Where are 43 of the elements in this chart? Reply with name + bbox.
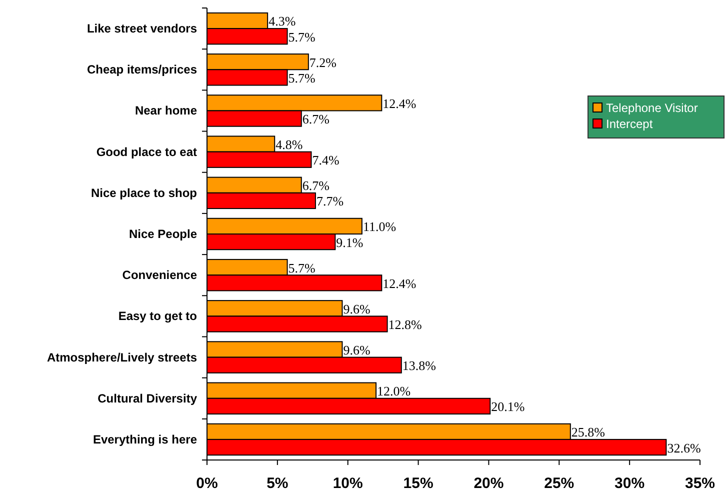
data-label: 6.7% bbox=[302, 178, 330, 194]
x-tick-label: 35% bbox=[684, 475, 716, 492]
data-label: 25.8% bbox=[571, 424, 606, 440]
x-tick-label: 0% bbox=[196, 475, 218, 492]
y-tick-label: Cheap items/prices bbox=[86, 62, 198, 77]
data-label: 5.7% bbox=[288, 70, 316, 86]
y-tick-label: Convenience bbox=[122, 268, 198, 282]
data-label: 7.2% bbox=[309, 54, 337, 70]
y-tick-label: Nice place to shop bbox=[90, 186, 197, 200]
y-tick-label: Good place to eat bbox=[96, 144, 197, 159]
y-tick-label: Cultural Diversity bbox=[98, 391, 198, 406]
legend-label: Intercept bbox=[606, 117, 654, 131]
data-label: 6.7% bbox=[302, 112, 330, 127]
y-tick-label: Like street vendors bbox=[86, 22, 198, 36]
x-tick-label: 20% bbox=[474, 475, 504, 492]
data-label: 7.7% bbox=[316, 194, 344, 209]
data-label: 5.7% bbox=[288, 260, 316, 276]
data-label: 4.8% bbox=[276, 137, 303, 152]
data-label: 11.0% bbox=[362, 219, 396, 234]
y-tick-label: Nice People bbox=[128, 227, 198, 241]
y-tick-label: Everything is here bbox=[92, 432, 198, 446]
data-label: 4.3% bbox=[268, 14, 296, 29]
x-tick-label: 25% bbox=[544, 475, 574, 492]
legend-label: Telephone Visitor bbox=[606, 101, 698, 115]
x-tick-label: 15% bbox=[403, 475, 434, 492]
data-label: 9.6% bbox=[343, 301, 370, 316]
x-tick-label: 5% bbox=[266, 475, 288, 492]
y-tick-label: Near home bbox=[134, 104, 198, 118]
y-tick-label: Atmosphere/Lively streets bbox=[46, 350, 198, 364]
data-label: 12.0% bbox=[377, 384, 411, 399]
data-label: 12.4% bbox=[382, 96, 416, 111]
y-tick-label: Easy to get to bbox=[118, 309, 197, 324]
data-label: 9.1% bbox=[336, 234, 364, 250]
x-tick-label: 10% bbox=[332, 475, 363, 492]
data-label: 7.4% bbox=[312, 152, 340, 168]
data-label: 20.1% bbox=[491, 399, 525, 414]
data-label: 13.8% bbox=[402, 358, 436, 374]
data-label: 12.4% bbox=[382, 276, 416, 291]
data-label: 12.8% bbox=[388, 316, 422, 332]
x-tick-label: 30% bbox=[614, 475, 645, 492]
data-label: 9.6% bbox=[343, 342, 370, 358]
data-label: 32.6% bbox=[667, 440, 701, 456]
data-label: 5.7% bbox=[288, 29, 316, 44]
